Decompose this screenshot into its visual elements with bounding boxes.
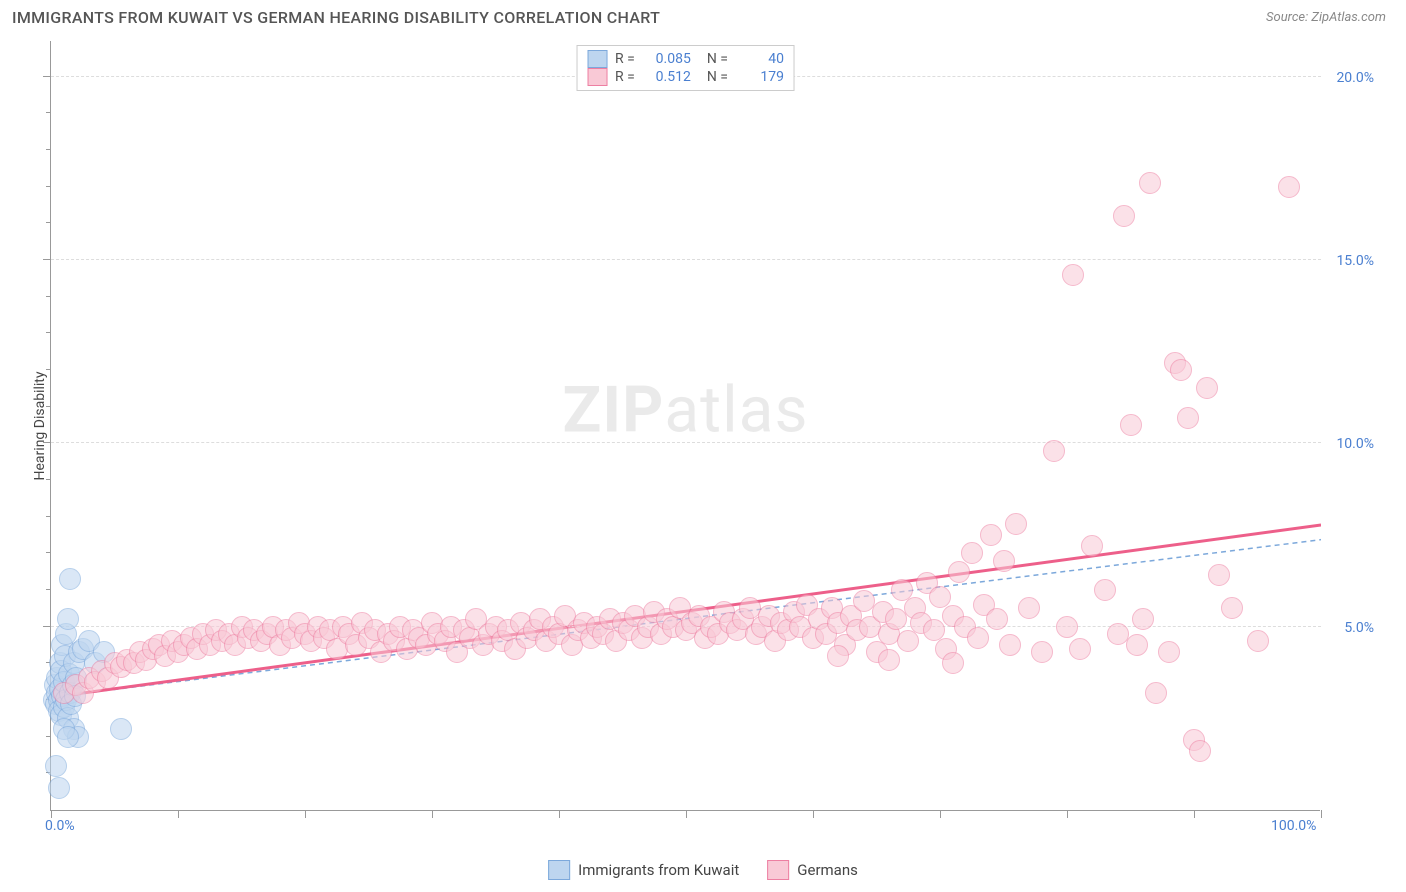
data-point (1189, 740, 1211, 762)
legend-swatch (548, 860, 570, 880)
gridline (51, 259, 1321, 260)
r-label: R = (615, 51, 635, 67)
watermark-bold: ZIP (563, 373, 665, 448)
data-point (993, 550, 1015, 572)
data-point (48, 777, 70, 799)
plot-area: ZIPatlas R =0.085N =40R =0.512N =179 5.0… (50, 41, 1320, 811)
n-label: N = (707, 69, 728, 85)
data-point (1208, 564, 1230, 586)
r-label: R = (615, 69, 635, 85)
legend-label: Immigrants from Kuwait (578, 861, 739, 879)
data-point (1069, 638, 1091, 660)
data-point (110, 718, 132, 740)
watermark-light: atlas (664, 373, 808, 448)
data-point (1170, 359, 1192, 381)
data-point (980, 524, 1002, 546)
n-value: 179 (736, 69, 784, 85)
data-point (1139, 172, 1161, 194)
gridline (51, 442, 1321, 443)
data-point (1177, 407, 1199, 429)
data-point (897, 630, 919, 652)
legend-label: Germans (797, 861, 858, 879)
chart-title: IMMIGRANTS FROM KUWAIT VS GERMAN HEARING… (12, 8, 660, 27)
data-point (1247, 630, 1269, 652)
data-point (45, 755, 67, 777)
data-point (1120, 414, 1142, 436)
legend-stat-row: R = 0.512 N = 179 (587, 68, 784, 86)
y-axis-label: Hearing Disability (32, 372, 48, 481)
legend-swatch (587, 50, 607, 68)
r-value: 0.085 (643, 51, 691, 67)
data-point (1081, 535, 1103, 557)
data-point (1113, 205, 1135, 227)
watermark-text: ZIPatlas (563, 373, 809, 448)
y-tick-label: 15.0% (1336, 253, 1374, 269)
data-point (1158, 641, 1180, 663)
n-label: N = (707, 51, 728, 67)
data-point (57, 608, 79, 630)
data-point (1031, 641, 1053, 663)
legend-item: Immigrants from Kuwait (548, 860, 739, 880)
legend-swatch (767, 860, 789, 880)
data-point (986, 608, 1008, 630)
data-point (1145, 682, 1167, 704)
n-value: 40 (736, 51, 784, 67)
chart-container: Hearing Disability ZIPatlas R =0.085N =4… (50, 41, 1380, 811)
data-point (1005, 513, 1027, 535)
x-tick-label: 0.0% (45, 818, 75, 834)
data-point (878, 649, 900, 671)
y-tick-label: 5.0% (1344, 620, 1374, 636)
x-tick-label: 100.0% (1271, 818, 1316, 834)
legend-swatch (587, 68, 607, 86)
data-point (59, 568, 81, 590)
source-attribution: Source: ZipAtlas.com (1266, 10, 1386, 25)
data-point (1094, 579, 1116, 601)
data-point (1018, 597, 1040, 619)
data-point (57, 726, 79, 748)
data-point (1056, 616, 1078, 638)
legend-stats: R = 0.085 N = 40 R = 0.512 N = 179 (576, 45, 795, 91)
data-point (1196, 377, 1218, 399)
data-point (942, 652, 964, 674)
data-point (1062, 264, 1084, 286)
data-point (1132, 608, 1154, 630)
legend-stat-row: R = 0.085 N = 40 (587, 50, 784, 68)
data-point (1043, 440, 1065, 462)
data-point (1221, 597, 1243, 619)
header: IMMIGRANTS FROM KUWAIT VS GERMAN HEARING… (0, 0, 1406, 31)
legend-item: Germans (767, 860, 858, 880)
data-point (1126, 634, 1148, 656)
data-point (948, 561, 970, 583)
r-value: 0.512 (643, 69, 691, 85)
data-point (999, 634, 1021, 656)
data-point (827, 645, 849, 667)
y-tick-label: 20.0% (1336, 70, 1374, 86)
y-tick-label: 10.0% (1336, 436, 1374, 452)
legend-series: Immigrants from Kuwait Germans (548, 860, 858, 880)
data-point (1278, 176, 1300, 198)
data-point (967, 627, 989, 649)
data-point (961, 542, 983, 564)
